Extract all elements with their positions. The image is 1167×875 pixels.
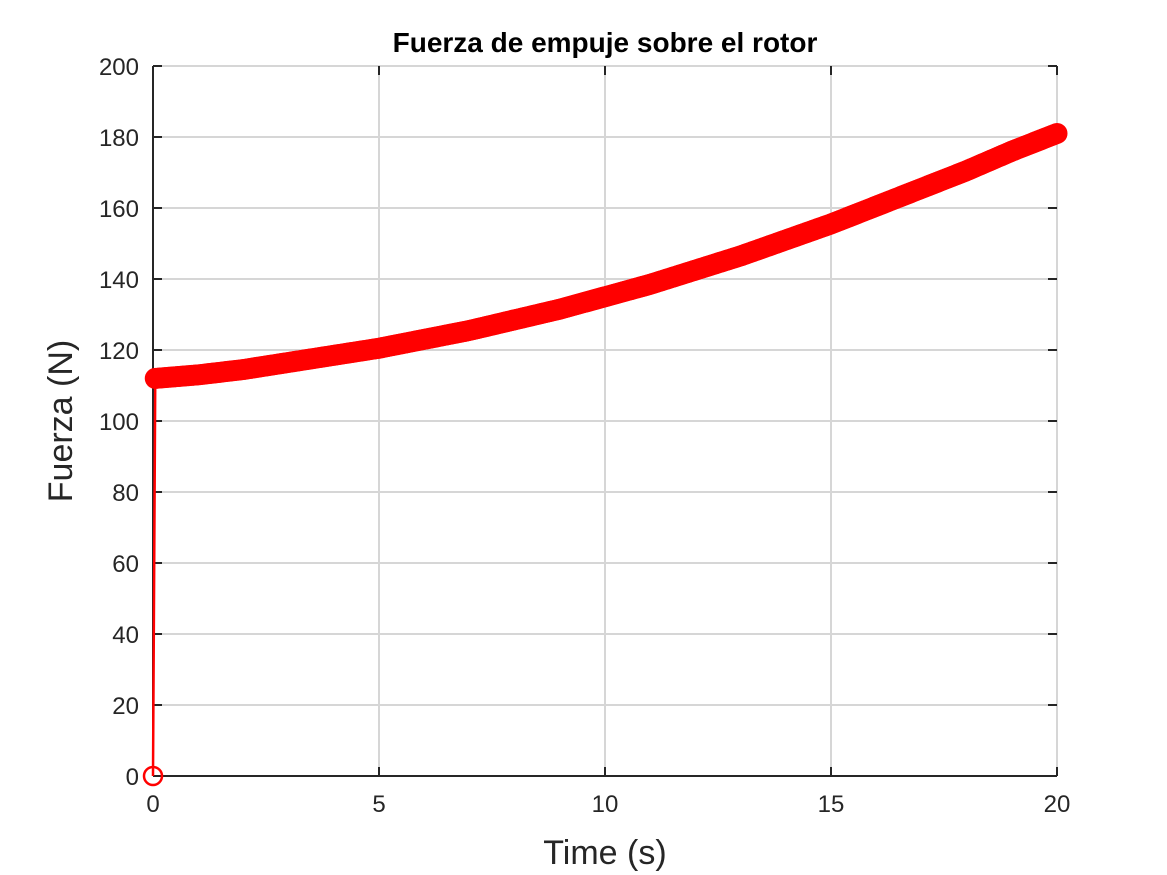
y-tick-label: 40: [112, 622, 139, 649]
y-tick-label: 20: [112, 693, 139, 720]
y-axis-label: Fuerza (N): [42, 340, 80, 502]
y-tick-label: 160: [99, 196, 139, 223]
x-tick-label: 10: [592, 791, 619, 818]
x-axis-label: Time (s): [543, 834, 666, 872]
chart-title: Fuerza de empuje sobre el rotor: [393, 27, 818, 58]
data-point: [1046, 122, 1068, 144]
y-tick-label: 60: [112, 551, 139, 578]
x-tick-label: 20: [1044, 791, 1071, 818]
series: [142, 122, 1068, 787]
y-tick-label: 100: [99, 409, 139, 436]
grid: [152, 65, 1058, 777]
x-tick-label: 0: [146, 791, 159, 818]
y-tick-label: 80: [112, 480, 139, 507]
x-tick-label: 5: [372, 791, 385, 818]
y-tick-label: 120: [99, 338, 139, 365]
data-point: [142, 765, 164, 787]
x-tick-label: 15: [818, 791, 845, 818]
y-tick-label: 200: [99, 54, 139, 81]
y-tick-label: 180: [99, 125, 139, 152]
y-tick-label: 140: [99, 267, 139, 294]
y-tick-label: 0: [126, 764, 139, 791]
